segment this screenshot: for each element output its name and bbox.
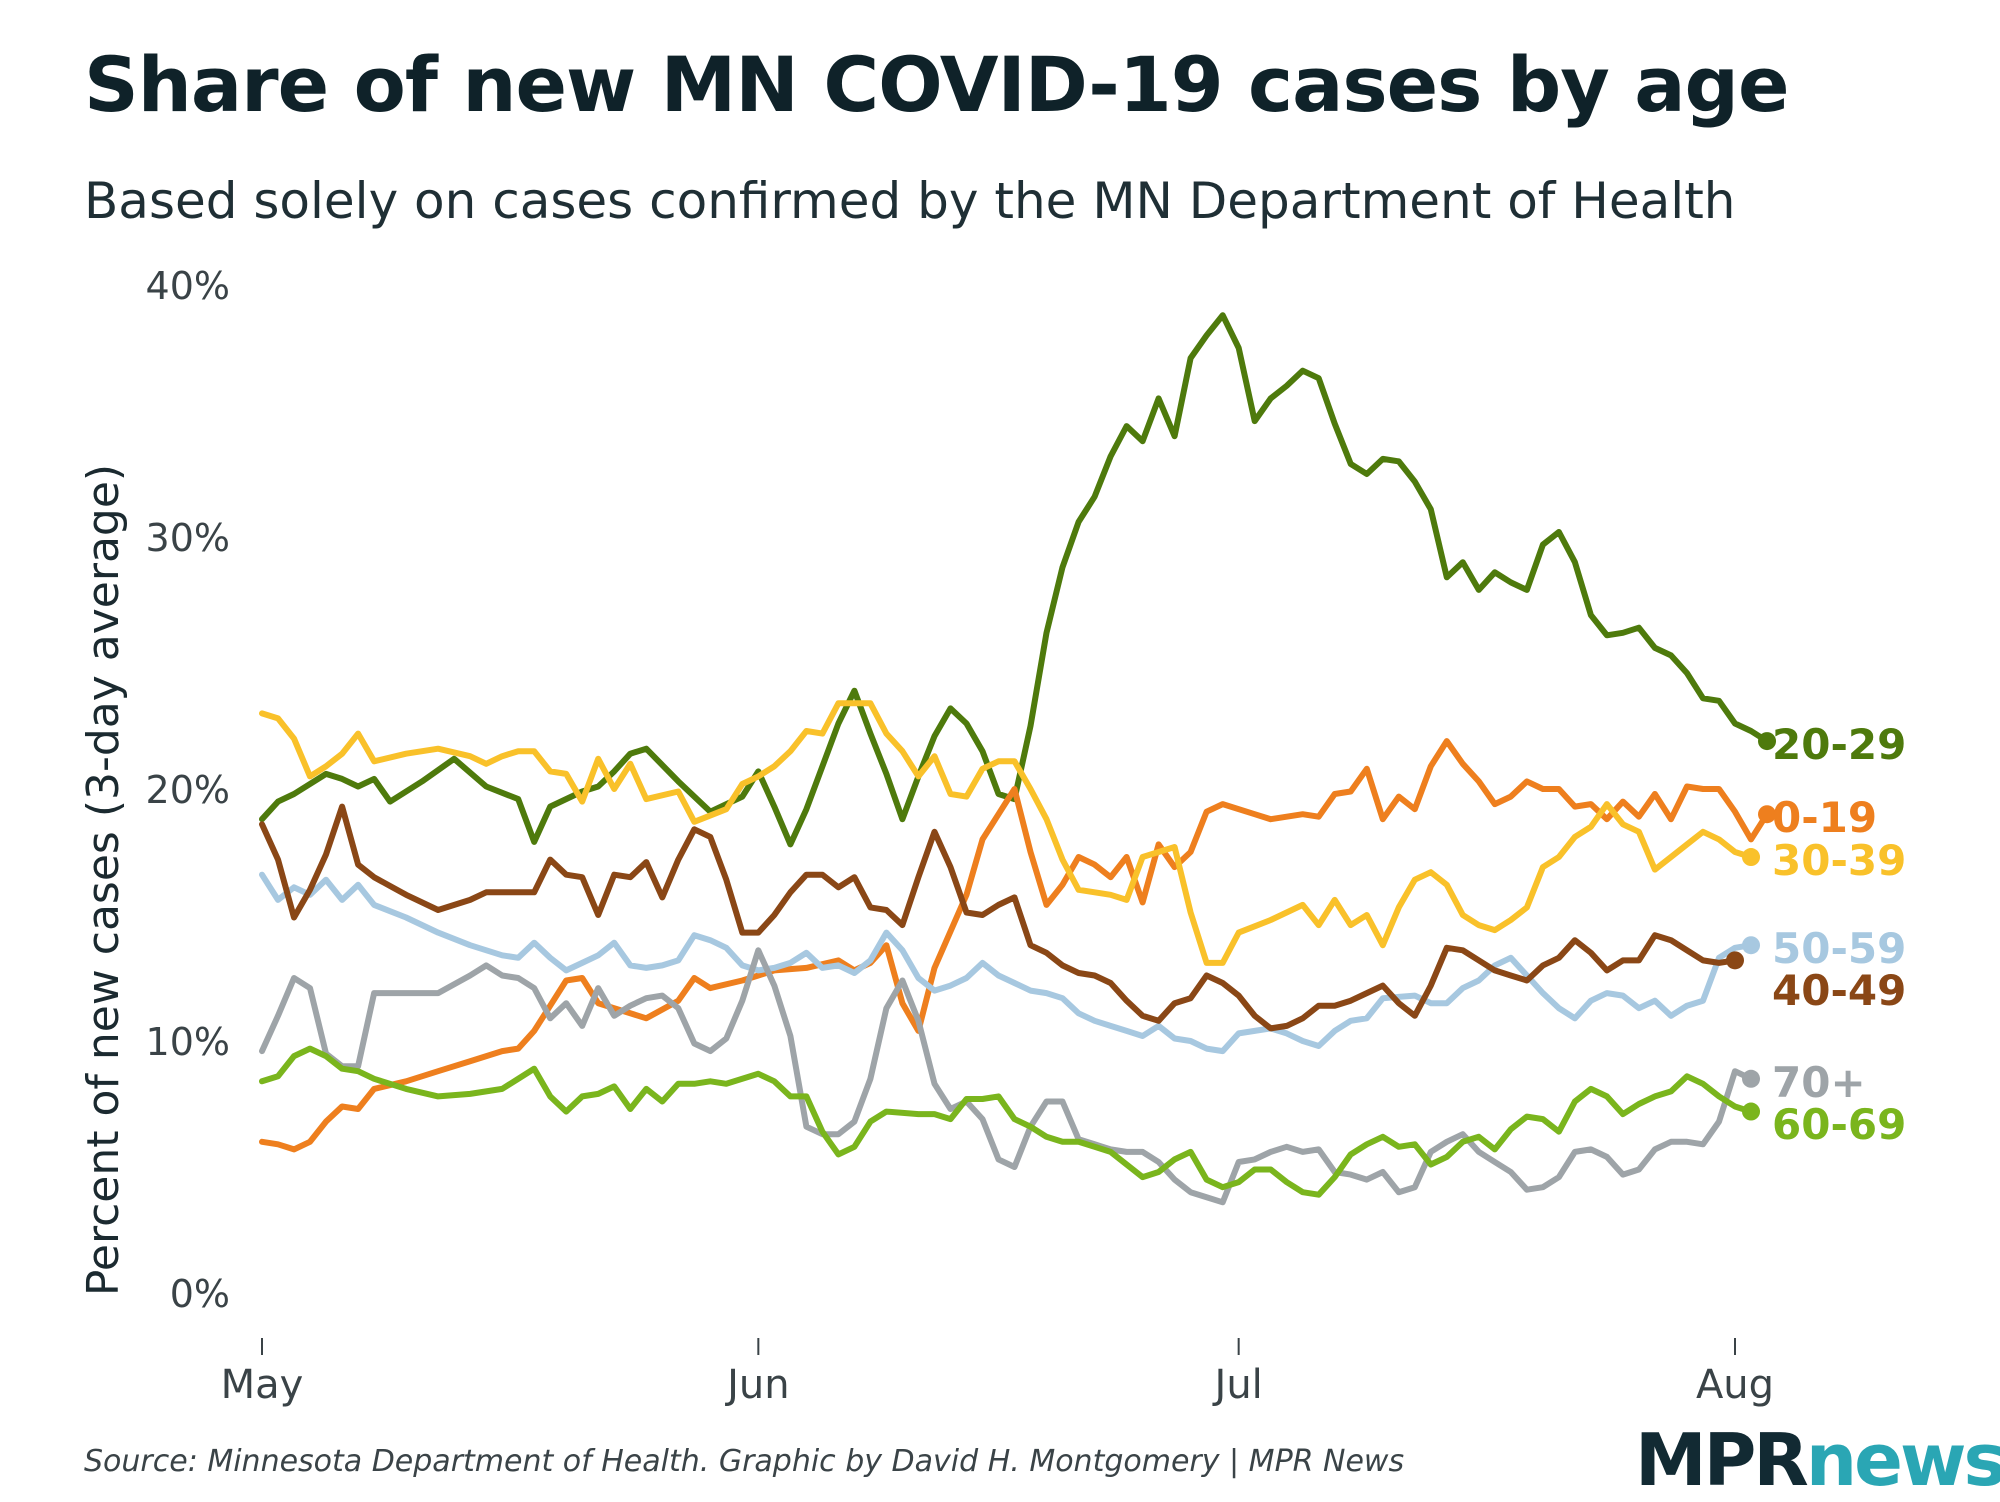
x-tick-label: Jul [1212,1362,1263,1408]
series-line-70plus [259,947,1754,1206]
logo-mpr-text: MPR [1635,1418,1809,1502]
y-tick-label: 20% [146,768,230,812]
y-tick-label: 10% [146,1020,230,1064]
series-line-40-49 [259,803,1738,1032]
x-tick-label: Jun [724,1362,790,1408]
series-end-dot [1742,848,1761,867]
chart-title: Share of new MN COVID-19 cases by age [84,40,1790,129]
series-line-60-69 [259,1045,1754,1198]
series-line-50-59 [259,871,1754,1055]
x-tick-label: Aug [1696,1362,1774,1408]
series-end-dot [1758,805,1777,824]
series-end-label: 60-69 [1772,1100,1906,1149]
y-tick-label: 30% [146,516,230,560]
series-end-label: 40-49 [1772,966,1906,1015]
series-line-30-39 [259,700,1754,966]
x-tick-label: May [221,1362,304,1408]
series-end-label: 50-59 [1772,924,1906,973]
series-end-dot [1742,936,1761,955]
series-end-dot [1742,1069,1761,1088]
y-tick-label: 40% [146,264,230,308]
source-credit: Source: Minnesota Department of Health. … [84,1444,1405,1479]
series-end-dot [1742,1102,1761,1121]
series-end-label: 70+ [1772,1058,1866,1107]
y-tick-label: 0% [170,1272,230,1316]
y-axis-title: Percent of new cases (3-day average) [78,464,129,1296]
series-end-label: 0-19 [1772,793,1877,842]
chart-subtitle: Based solely on cases confirmed by the M… [84,172,1736,230]
series-end-label: 20-29 [1772,720,1906,769]
mpr-news-logo: MPRnews [1635,1418,2000,1502]
series-end-dot [1726,951,1744,970]
series-end-dot [1758,732,1777,751]
series-line-20-29 [259,312,1770,848]
logo-news-text: news [1805,1418,2000,1502]
series-end-label: 30-39 [1772,836,1906,885]
